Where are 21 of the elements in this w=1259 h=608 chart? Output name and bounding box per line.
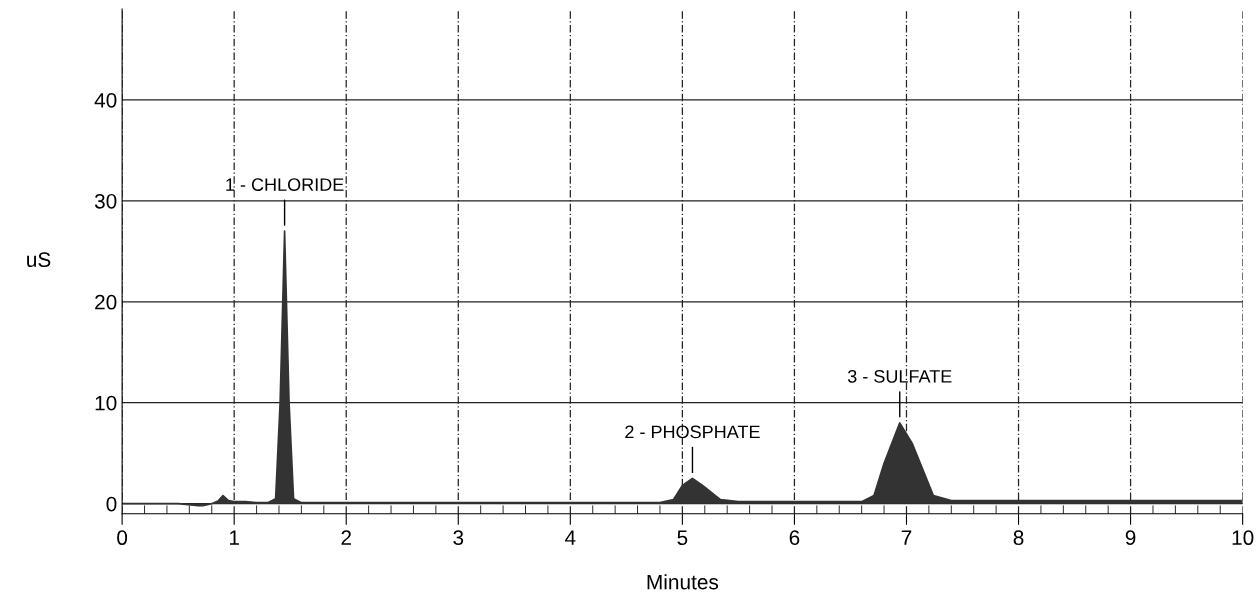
x-axis-title: Minutes [647, 574, 719, 590]
x-tick-label: 2 [341, 530, 351, 545]
y-tick-label: 10 [95, 395, 117, 411]
y-tick-label: 30 [94, 193, 117, 209]
x-tick-label: 3 [453, 530, 464, 546]
x-tick-label: 8 [1013, 530, 1024, 546]
x-tick-label: 5 [677, 530, 688, 546]
x-tick-label: 9 [1125, 530, 1136, 546]
y-tick-label: 40 [94, 92, 117, 108]
x-tick-label: 1 [229, 530, 239, 545]
x-tick-label: 4 [565, 530, 576, 545]
x-tick-label: 0 [117, 530, 128, 546]
y-tick-label: 20 [95, 294, 117, 310]
x-tick-label: 10 [1232, 530, 1254, 546]
y-tick-label: 0 [106, 496, 117, 512]
annotation: 3 - SULFATE [847, 369, 952, 383]
x-tick-label: 6 [789, 530, 800, 546]
x-tick-label: 7 [901, 530, 912, 545]
annotation: 1 - CHLORIDE [226, 178, 344, 191]
annotation: 2 - PHOSPHATE [625, 425, 760, 439]
y-axis-title: uS [27, 252, 51, 268]
